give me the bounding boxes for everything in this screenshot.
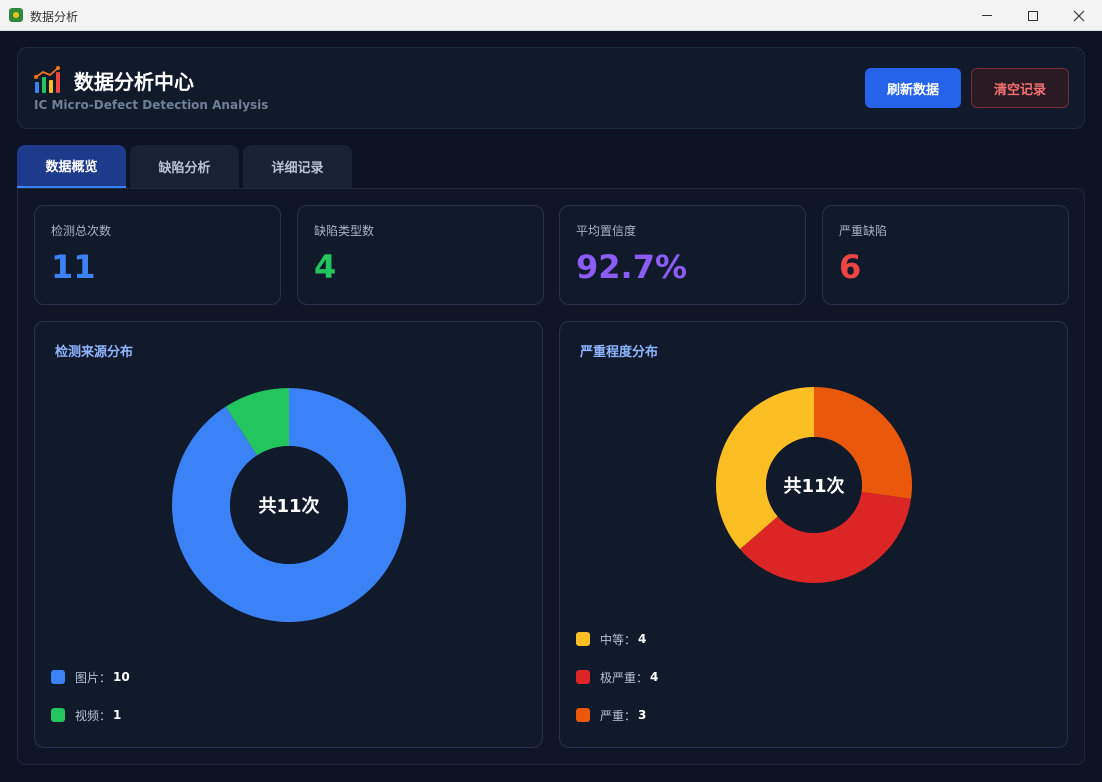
minimize-icon	[982, 15, 992, 16]
legend-value: 3	[638, 708, 647, 722]
legend-item: 严重： 3	[576, 707, 646, 723]
tab-detail-records[interactable]: 详细记录	[243, 145, 352, 188]
window-title: 数据分析	[30, 10, 79, 24]
donut-center-label: 共11次	[783, 475, 844, 497]
tab-overview[interactable]: 数据概览	[17, 145, 126, 188]
header-card: 数据分析中心 IC Micro-Defect Detection Analysi…	[17, 47, 1085, 129]
donut-hole	[230, 446, 348, 564]
legend-item: 极严重： 4	[576, 669, 658, 685]
legend-value: 1	[113, 708, 122, 722]
source-distribution-card: 检测来源分布 共11次 图片： 10 视频： 1	[34, 321, 543, 748]
stat-label: 严重缺陷	[839, 224, 888, 238]
legend-swatch	[576, 708, 590, 722]
donut-slice-视频[interactable]	[225, 388, 289, 456]
app-content: 数据分析中心 IC Micro-Defect Detection Analysi…	[0, 31, 1102, 782]
stat-value: 4	[314, 248, 337, 286]
refresh-data-button[interactable]: 刷新数据	[865, 68, 961, 108]
app-icon	[9, 8, 23, 22]
legend-value: 4	[638, 632, 647, 646]
window-titlebar: 数据分析	[0, 0, 1102, 31]
stat-card-defect-types: 缺陷类型数 4	[297, 205, 544, 305]
legend-value: 10	[113, 670, 130, 684]
stat-label: 缺陷类型数	[314, 224, 375, 238]
legend-value: 4	[650, 670, 659, 684]
legend-label: 视频：	[75, 708, 112, 723]
donut-slice-图片[interactable]	[171, 388, 406, 622]
donut-hole	[766, 437, 862, 533]
minimize-button[interactable]	[964, 0, 1010, 31]
stat-card-severe: 严重缺陷 6	[822, 205, 1069, 305]
legend-label: 中等：	[600, 632, 637, 647]
maximize-button[interactable]	[1010, 0, 1056, 31]
legend-label: 极严重：	[600, 670, 649, 685]
chart-title: 检测来源分布	[55, 345, 134, 360]
legend-swatch	[576, 632, 590, 646]
stat-card-total: 检测总次数 11	[34, 205, 281, 305]
maximize-icon	[1028, 10, 1038, 21]
stat-card-avg-confidence: 平均置信度 92.7%	[559, 205, 806, 305]
donut-slice-极严重[interactable]	[739, 491, 912, 583]
close-icon	[1073, 10, 1085, 21]
legend-swatch	[51, 708, 65, 722]
legend-item: 图片： 10	[51, 669, 130, 685]
donut-center-label: 共11次	[258, 495, 319, 517]
donut-slice-严重[interactable]	[814, 387, 912, 499]
stat-label: 平均置信度	[576, 224, 637, 238]
chart-title: 严重程度分布	[580, 345, 659, 360]
severity-donut-chart: 共11次	[716, 387, 912, 583]
clear-records-button[interactable]: 清空记录	[971, 68, 1069, 108]
legend-swatch	[576, 670, 590, 684]
stat-value: 6	[839, 248, 862, 286]
stat-value: 92.7%	[576, 248, 688, 286]
legend-item: 中等： 4	[576, 631, 646, 647]
source-donut-chart: 共11次	[171, 388, 406, 622]
legend-label: 严重：	[600, 708, 637, 723]
close-button[interactable]	[1056, 0, 1102, 31]
stat-value: 11	[51, 248, 96, 286]
severity-distribution-card: 严重程度分布 共11次 中等： 4 极严重： 4 严重： 3	[559, 321, 1068, 748]
donut-slice-中等[interactable]	[716, 387, 814, 550]
tab-defect-analysis[interactable]: 缺陷分析	[130, 145, 239, 188]
legend-item: 视频： 1	[51, 707, 121, 723]
stat-label: 检测总次数	[51, 224, 112, 238]
page-title: 数据分析中心	[74, 70, 194, 94]
legend-swatch	[51, 670, 65, 684]
chart-logo-icon	[34, 66, 60, 93]
page-subtitle: IC Micro-Defect Detection Analysis	[34, 98, 269, 112]
legend-label: 图片：	[75, 670, 112, 685]
